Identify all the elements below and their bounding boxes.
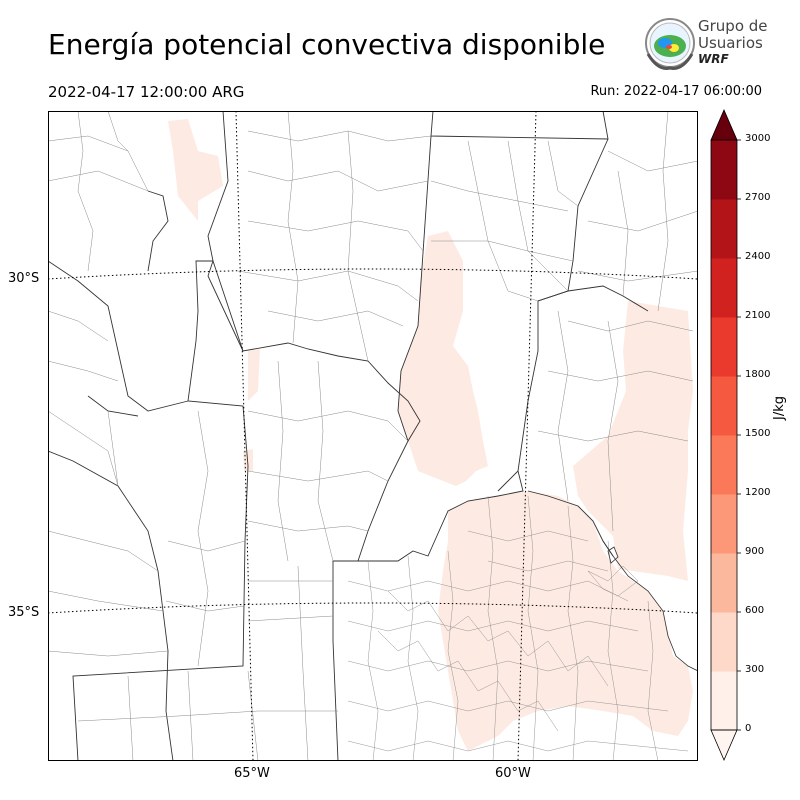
colorbar-tick-label: 1800 (745, 369, 771, 380)
colorbar-tick-label: 1200 (745, 487, 771, 498)
colorbar-tick-label: 600 (745, 605, 765, 616)
province-borders (48, 111, 649, 761)
colorbar-segment (711, 435, 737, 495)
colorbar-tick-label: 2400 (745, 251, 771, 262)
logo-text-wrf: WRF (698, 52, 729, 66)
colorbar-segment (711, 612, 737, 672)
lon-label-60w: 60°W (495, 766, 531, 781)
colorbar-tick-label: 1500 (745, 428, 771, 439)
wrf-logo (645, 18, 695, 70)
logo-text-grupo: Grupo de (698, 17, 768, 35)
colorbar-segment (711, 376, 737, 436)
colorbar-tick-label: 2100 (745, 310, 771, 321)
colorbar-tick-label: 3000 (745, 133, 771, 144)
colorbar-segment (711, 494, 737, 554)
colorbar-tick-label: 0 (745, 723, 752, 734)
lat-label-35s: 35°S (8, 605, 40, 620)
colorbar-tick-label: 2700 (745, 192, 771, 203)
colorbar-segment (711, 317, 737, 377)
colorbar-tick-label: 300 (745, 664, 765, 675)
colorbar-extend-top (710, 108, 738, 141)
valid-time: 2022-04-17 12:00:00 ARG (48, 83, 245, 101)
coastline (602, 540, 698, 672)
colorbar-extend-bottom (710, 729, 738, 762)
colorbar-tick-label: 900 (745, 546, 765, 557)
logo-text-usuarios: Usuarios (698, 34, 763, 52)
lon-label-65w: 65°W (234, 766, 270, 781)
partido-borders (347, 495, 689, 761)
colorbar-segment (711, 140, 737, 200)
run-time: Run: 2022-04-17 06:00:00 (590, 84, 762, 99)
cape-map (48, 111, 698, 761)
lat-label-30s: 30°S (8, 271, 40, 286)
colorbar-segment (711, 553, 737, 613)
colorbar (710, 108, 741, 762)
colorbar-segment (711, 199, 737, 259)
colorbar-segment (711, 258, 737, 318)
graticule (48, 111, 698, 761)
department-borders (48, 111, 698, 761)
colorbar-unit: J/kg (772, 396, 787, 420)
map-title: Energía potencial convectiva disponible (48, 28, 606, 61)
colorbar-segment (711, 671, 737, 731)
